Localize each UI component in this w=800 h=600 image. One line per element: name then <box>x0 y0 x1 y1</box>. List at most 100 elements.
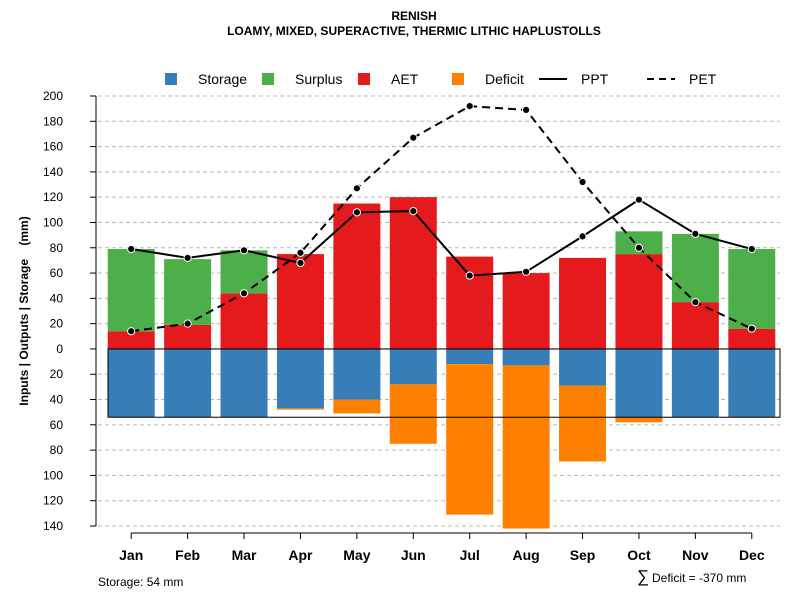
y-tick-label: 40 <box>50 393 64 407</box>
ppt-point <box>127 244 136 254</box>
legend-label-storage: Storage <box>198 71 247 87</box>
ppt-point <box>409 206 418 216</box>
y-tick-label: 60 <box>50 418 64 432</box>
y-tick-label: 20 <box>50 317 64 331</box>
bar-storage <box>333 348 381 400</box>
pet-point <box>296 248 305 257</box>
bar-surplus <box>728 249 776 329</box>
x-tick-label: Sep <box>570 547 596 563</box>
x-tick-label: Nov <box>682 547 709 563</box>
bar-aet <box>107 331 155 349</box>
ppt-point <box>465 271 474 280</box>
bar-surplus <box>107 249 155 332</box>
y-tick-label: 80 <box>50 241 64 255</box>
bar-storage <box>446 348 494 365</box>
chart-subtitle: LOAMY, MIXED, SUPERACTIVE, THERMIC LITHI… <box>227 24 601 38</box>
y-tick-label: 80 <box>50 443 64 457</box>
bar-aet <box>728 328 776 349</box>
ppt-point <box>578 232 587 241</box>
x-tick-label: Feb <box>175 547 200 563</box>
bar-deficit <box>389 384 437 444</box>
bar-deficit <box>559 385 607 462</box>
legend-label-ppt: PPT <box>581 71 609 87</box>
y-tick-label: 60 <box>50 266 64 280</box>
bar-deficit <box>446 364 494 515</box>
pet-point <box>578 177 587 187</box>
bar-surplus <box>615 231 663 255</box>
ppt-point <box>634 195 644 204</box>
bar-aet <box>615 254 663 349</box>
bar-storage <box>107 348 155 418</box>
bar-deficit <box>615 417 663 423</box>
y-tick-label: 180 <box>43 114 63 128</box>
bar-aet <box>446 256 494 349</box>
ppt-point <box>239 246 249 255</box>
footer-sigma-icon: ∑ <box>637 567 649 586</box>
y-tick-label: 40 <box>50 291 64 305</box>
bar-deficit <box>333 399 381 414</box>
x-tick-label: Oct <box>627 547 651 563</box>
y-tick-label: 120 <box>43 190 63 204</box>
line-series <box>127 102 756 336</box>
pet-point <box>409 133 418 142</box>
footer-storage: Storage: 54 mm <box>98 575 183 589</box>
y-tick-label: 200 <box>43 89 63 103</box>
pet-point <box>127 327 136 336</box>
y-tick-label: 140 <box>43 519 63 533</box>
legend-swatch-aet <box>358 73 370 85</box>
ppt-point <box>352 208 361 217</box>
bar-storage <box>502 348 550 366</box>
legend-label-pet: PET <box>689 71 717 87</box>
y-tick-label: 140 <box>43 165 63 179</box>
bar-surplus <box>671 233 719 303</box>
ppt-point <box>747 244 756 254</box>
x-tick-label: Dec <box>739 547 765 563</box>
bar-surplus <box>164 259 212 325</box>
bar-surplus <box>220 250 268 294</box>
ppt-line <box>131 198 753 277</box>
pet-line <box>131 105 753 333</box>
ppt-point <box>522 267 531 276</box>
pet-point <box>747 324 756 333</box>
x-tick-label: Jan <box>119 547 143 563</box>
legend: Storage Surplus AET Deficit PPT PET <box>165 71 717 87</box>
pet-point <box>239 289 249 298</box>
pet-point <box>691 298 700 307</box>
bar-aet <box>220 293 268 349</box>
x-tick-label: Mar <box>232 547 257 563</box>
legend-swatch-deficit <box>452 73 464 85</box>
y-axis-label: Inputs | Outputs | Storage (mm) <box>17 216 31 405</box>
bar-aet <box>502 273 550 349</box>
y-tick-label: 0 <box>56 342 63 356</box>
chart-title: RENISH <box>391 9 436 23</box>
bar-series <box>107 197 776 529</box>
legend-label-deficit: Deficit <box>485 71 524 87</box>
pet-point <box>522 105 531 115</box>
bar-storage <box>615 348 663 418</box>
y-tick-label: 100 <box>43 468 63 482</box>
bar-aet <box>164 324 212 349</box>
ppt-point <box>691 229 700 238</box>
footer-deficit: Deficit = -370 mm <box>652 571 746 585</box>
pet-point <box>183 319 192 328</box>
axes: 2001801601401201008060402002040608010012… <box>43 89 780 563</box>
legend-swatch-storage <box>165 73 177 85</box>
bar-deficit <box>276 408 324 410</box>
y-tick-label: 100 <box>43 215 63 229</box>
x-tick-label: Jul <box>460 547 480 563</box>
bar-storage <box>559 348 607 386</box>
bar-aet <box>276 254 324 349</box>
bar-storage <box>728 348 776 418</box>
bar-storage <box>220 348 268 418</box>
legend-label-aet: AET <box>391 71 419 87</box>
bar-storage <box>671 348 719 418</box>
bar-aet <box>559 257 607 349</box>
legend-label-surplus: Surplus <box>295 71 342 87</box>
ppt-point <box>183 253 192 262</box>
x-tick-label: Jun <box>401 547 426 563</box>
pet-point <box>634 243 644 252</box>
ppt-point <box>296 258 305 268</box>
gridlines <box>98 95 780 527</box>
pet-point <box>352 184 361 193</box>
